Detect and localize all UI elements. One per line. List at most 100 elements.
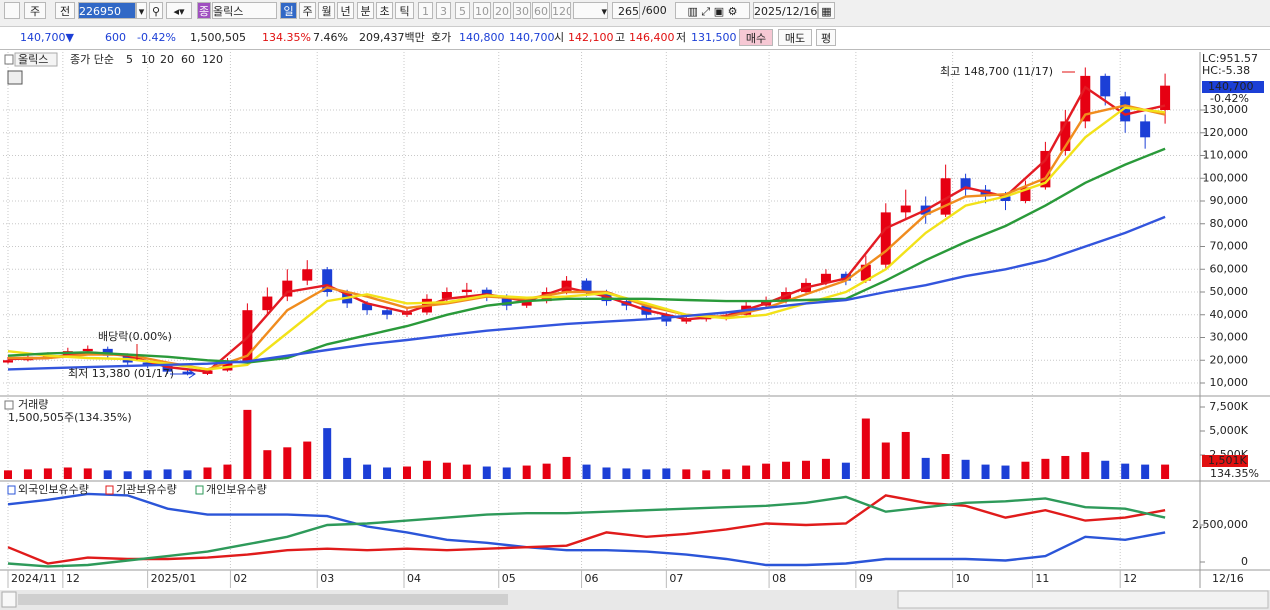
candle-body (881, 212, 891, 264)
legend-entry: 120 (202, 53, 223, 66)
legend-label: 종가 단순 (70, 53, 114, 66)
period-second[interactable]: 초 (376, 2, 393, 19)
stock-name[interactable]: 올릭스 (212, 2, 277, 19)
volume-bar (303, 442, 311, 479)
volume-bar (602, 467, 610, 479)
period-tick[interactable]: 틱 (395, 2, 414, 19)
page: 주 전 226950 ▾ ⚲ ◂▾ 종 올릭스 일 주 월 년 분 초 틱 1 … (0, 0, 1270, 610)
scroll-thumb[interactable] (18, 594, 508, 605)
volume-bar (263, 450, 271, 479)
interval[interactable]: 5 (455, 2, 470, 19)
volume-bar (682, 469, 690, 479)
x-tick-label: 09 (859, 572, 873, 585)
date-input[interactable]: 2025/12/16 (753, 2, 818, 19)
volume-bar (463, 465, 471, 479)
volume-bar (622, 468, 630, 479)
legend-entry: 10 (141, 53, 155, 66)
interval[interactable]: 120 (551, 2, 571, 19)
chart: 2024/11122025/01020304050607080910111212… (0, 50, 1270, 610)
period-week[interactable]: 주 (299, 2, 316, 19)
y-tick-label: 50,000 (1210, 285, 1249, 298)
volume: 1,500,505 (190, 29, 246, 46)
volume-bar (423, 461, 431, 479)
tool-icons[interactable]: ▥ ⤢ ▣ ⚙ (675, 2, 750, 19)
count-max: /600 (642, 2, 667, 19)
open-label: 시 (554, 29, 564, 46)
volume-bar (583, 465, 591, 479)
volume-bar (503, 467, 511, 479)
volume-bar (164, 469, 172, 479)
y-tick-label: 60,000 (1210, 262, 1249, 275)
interval[interactable]: 10 (473, 2, 491, 19)
volume-bar (563, 457, 571, 479)
volume-bar (662, 468, 670, 479)
menu-icon[interactable] (4, 2, 20, 19)
chart-title: 거래량 (18, 398, 48, 411)
chart-title: 올릭스 (18, 53, 48, 66)
tag: HC:-5.38 (1202, 64, 1250, 77)
sound-button[interactable]: ◂▾ (166, 2, 192, 19)
candle-body (282, 281, 292, 297)
interval[interactable]: 60 (532, 2, 550, 19)
playback-controls[interactable] (898, 591, 1268, 608)
volume-bar (1021, 462, 1029, 479)
date-dropdown[interactable]: ▦ (818, 2, 835, 19)
background (0, 50, 1270, 610)
x-tick-label: 12 (1123, 572, 1137, 585)
count-input[interactable]: 265 (612, 2, 640, 19)
search-button[interactable]: ⚲ (149, 2, 163, 19)
interval-select[interactable]: ▾ (573, 2, 608, 19)
period-day[interactable]: 일 (280, 2, 297, 19)
y-tick-label: 100,000 (1203, 171, 1249, 184)
y-tick-label: 7,500K (1209, 400, 1248, 413)
tag: 1,501K (1208, 454, 1247, 467)
volume-bar (243, 410, 251, 479)
volume-bar (1061, 456, 1069, 479)
sell-button[interactable]: 매도 (778, 29, 812, 46)
volume-bar (862, 419, 870, 479)
y-tick-label: 40,000 (1210, 308, 1249, 321)
bid: 140,700 (509, 29, 555, 46)
x-tick-label: 2025/01 (151, 572, 197, 585)
annotation: 최저 13,380 (01/17) (68, 367, 174, 380)
dropdown[interactable]: ▾ (136, 2, 147, 19)
y-tick-label: 0 (1241, 555, 1248, 568)
volume-bar (283, 447, 291, 479)
legend-swatch (106, 486, 113, 494)
annotation: 최고 148,700 (11/17) (940, 65, 1053, 78)
volume-bar (702, 470, 710, 479)
prev-button[interactable]: 전 (55, 2, 75, 19)
y-tick-label: 30,000 (1210, 331, 1249, 344)
period-month[interactable]: 월 (318, 2, 335, 19)
volume-bar (104, 470, 112, 479)
annotation: 배당락(0.00%) (98, 330, 172, 343)
y-tick-label: 110,000 (1203, 149, 1249, 162)
volume-bar (184, 470, 192, 479)
buy-button[interactable]: 매수 (739, 29, 773, 46)
market-select[interactable]: 주 (24, 2, 46, 19)
period-minute[interactable]: 분 (357, 2, 374, 19)
volume-bar (642, 469, 650, 479)
legend-entry: 20 (160, 53, 174, 66)
interval[interactable]: 3 (436, 2, 451, 19)
interval[interactable]: 30 (513, 2, 531, 19)
candle-body (1140, 121, 1150, 137)
tag: -0.42% (1210, 92, 1249, 105)
interval[interactable]: 20 (493, 2, 511, 19)
volume-bar (1041, 459, 1049, 479)
eval-button[interactable]: 평 (816, 29, 836, 46)
change-rate: -0.42% (137, 29, 176, 46)
x-tick-label: 06 (585, 572, 599, 585)
period-year[interactable]: 년 (337, 2, 354, 19)
code-input[interactable]: 226950 (78, 2, 136, 19)
volume-bar (383, 467, 391, 479)
volume-bar (722, 469, 730, 479)
interval[interactable]: 1 (418, 2, 433, 19)
volume-bar (762, 464, 770, 479)
x-tick-label: 04 (407, 572, 421, 585)
scroll-left[interactable] (2, 592, 16, 607)
volume-bar (84, 468, 92, 479)
volume-bar (403, 467, 411, 479)
y-tick-label: 10,000 (1210, 376, 1249, 389)
volume-bar (124, 471, 132, 479)
